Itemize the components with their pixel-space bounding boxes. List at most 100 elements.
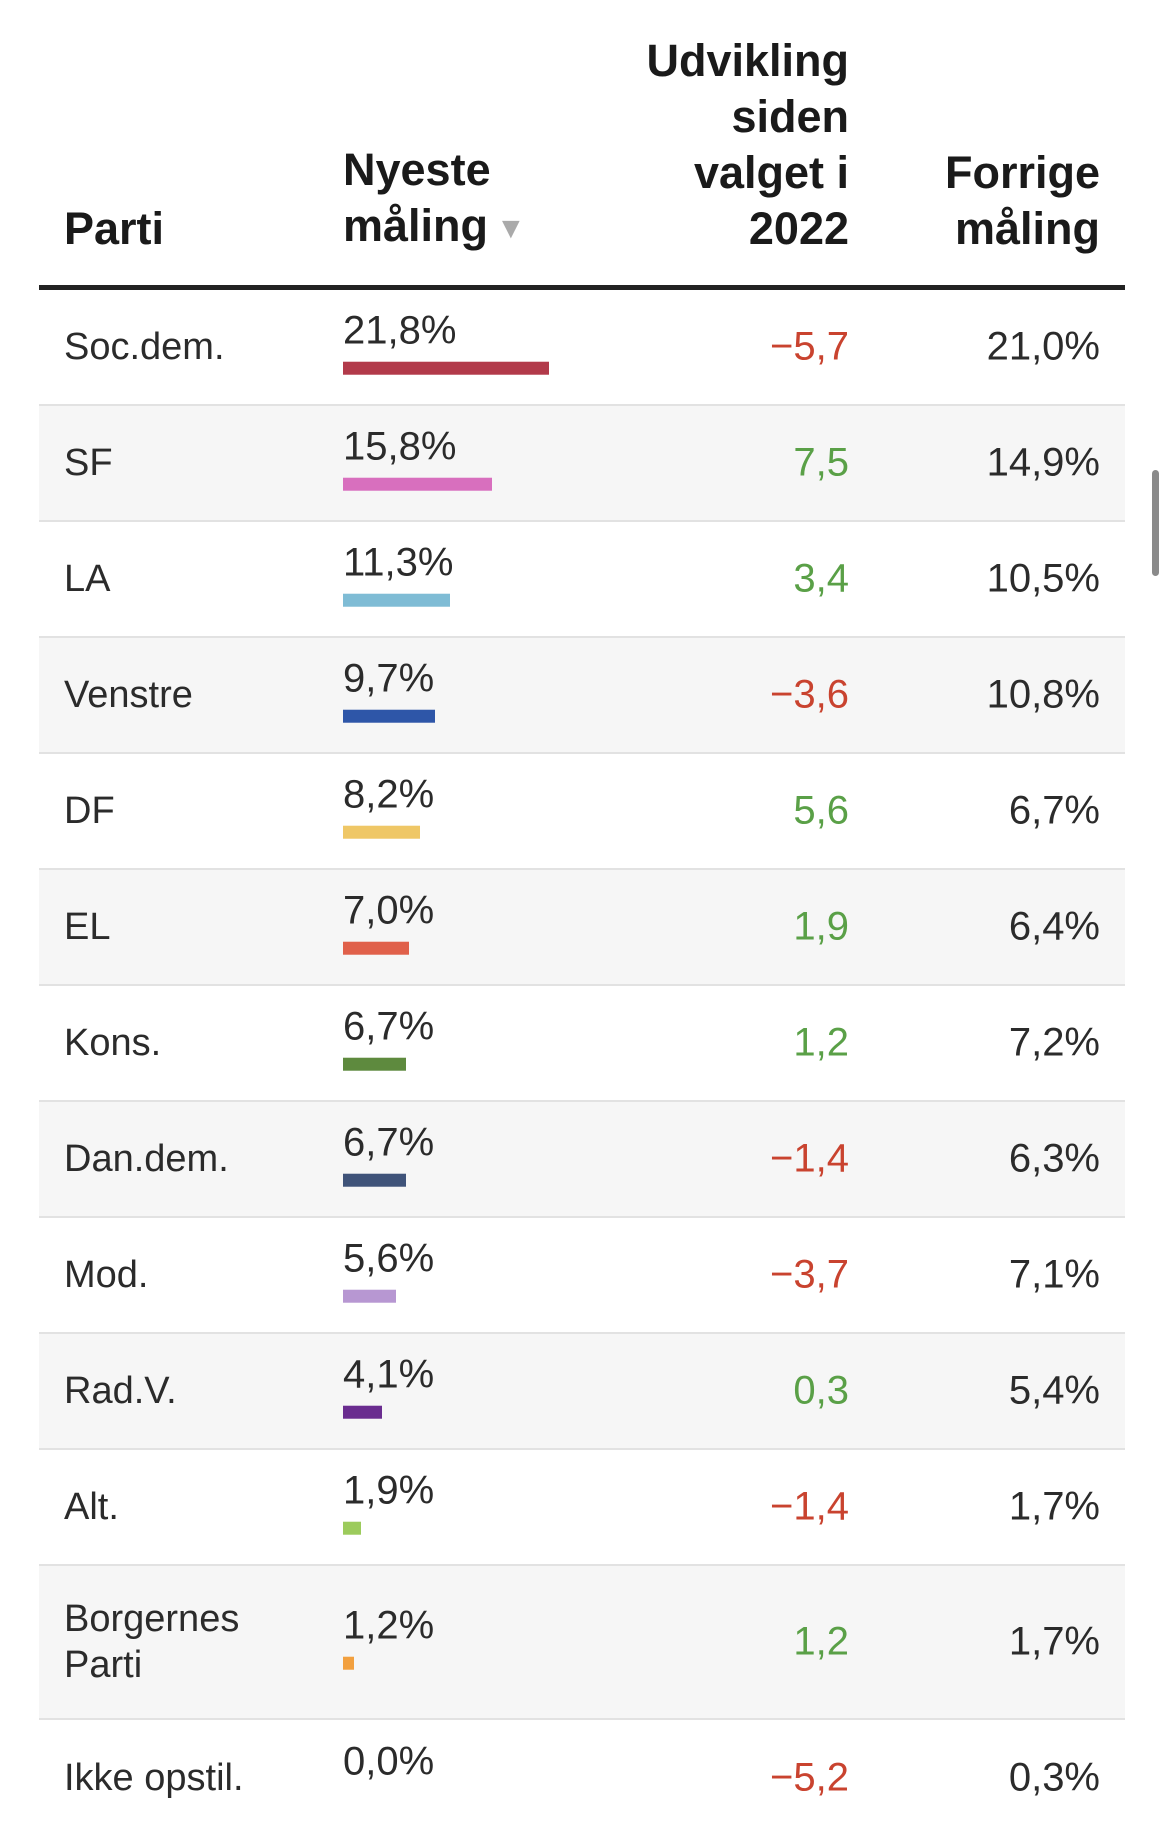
newest-poll-value: 8,2% [343, 772, 435, 817]
change-since-election: 0,3 [793, 1368, 849, 1413]
previous-poll-value: 1,7% [1008, 1619, 1100, 1664]
newest-poll-cell: 4,1% [343, 1353, 434, 1419]
newest-poll-bar [343, 941, 409, 955]
newest-poll-value: 1,9% [343, 1468, 435, 1513]
table-body: Soc.dem. 21,8% −5,7 21,0% SF 15,8% 7,5 14,9% LA 1… [39, 290, 1125, 1836]
table-row: Venstre 9,7% −3,6 10,8% [39, 638, 1125, 754]
previous-poll-value: 0,3% [1008, 1755, 1100, 1800]
table-row: DF 8,2% 5,6 6,7% [39, 754, 1125, 870]
table-row: Kons. 6,7% 1,2 7,2% [39, 986, 1125, 1102]
change-since-election: −3,7 [770, 1252, 849, 1297]
party-name: Rad.V. [64, 1370, 177, 1412]
newest-poll-value: 15,8% [343, 424, 457, 469]
newest-poll-bar [343, 709, 435, 723]
party-name: Mod. [64, 1254, 149, 1296]
table-row: EL 7,0% 1,9 6,4% [39, 870, 1125, 986]
change-since-election: 1,9 [793, 904, 849, 949]
newest-poll-bar [343, 1057, 406, 1071]
poll-table: Parti Nyeste måling ▼ Udvikling siden val… [39, 0, 1125, 1836]
newest-poll-cell: 15,8% [343, 425, 492, 491]
change-since-election: −5,2 [770, 1755, 849, 1800]
newest-poll-cell: 11,3% [343, 541, 453, 607]
party-name: DF [64, 790, 115, 832]
party-name: Alt. [64, 1486, 119, 1528]
table-row: SF 15,8% 7,5 14,9% [39, 406, 1125, 522]
previous-poll-value: 7,2% [1008, 1020, 1100, 1065]
newest-poll-value: 9,7% [343, 656, 435, 701]
newest-poll-bar [343, 361, 549, 375]
newest-poll-cell: 5,6% [343, 1237, 434, 1303]
previous-poll-value: 6,7% [1008, 788, 1100, 833]
previous-poll-value: 21,0% [986, 324, 1100, 369]
change-since-election: 5,6 [793, 788, 849, 833]
newest-poll-value: 5,6% [343, 1236, 435, 1281]
previous-poll-value: 1,7% [1008, 1484, 1100, 1529]
table-row: Borgernes Parti 1,2% 1,2 1,7% [39, 1566, 1125, 1720]
newest-poll-value: 4,1% [343, 1352, 435, 1397]
newest-poll-cell: 7,0% [343, 889, 434, 955]
change-since-election: 7,5 [793, 440, 849, 485]
newest-poll-value: 0,0% [343, 1739, 435, 1784]
newest-poll-cell: 6,7% [343, 1005, 434, 1071]
table-row: Alt. 1,9% −1,4 1,7% [39, 1450, 1125, 1566]
newest-poll-cell: 0,0% [343, 1740, 434, 1806]
newest-poll-value: 6,7% [343, 1120, 435, 1165]
newest-poll-bar [343, 1173, 406, 1187]
table-row: Mod. 5,6% −3,7 7,1% [39, 1218, 1125, 1334]
newest-poll-value: 7,0% [343, 888, 435, 933]
previous-poll-value: 10,8% [986, 672, 1100, 717]
table-row: Ikke opstil. 0,0% −5,2 0,3% [39, 1720, 1125, 1836]
newest-poll-bar [343, 1405, 382, 1419]
newest-poll-value: 21,8% [343, 308, 457, 353]
change-since-election: −3,6 [770, 672, 849, 717]
change-since-election: −5,7 [770, 324, 849, 369]
newest-poll-value: 1,2% [343, 1603, 435, 1648]
column-header-nyeste[interactable]: Nyeste måling ▼ [343, 142, 573, 257]
party-name: SF [64, 442, 113, 484]
newest-poll-bar [343, 1656, 354, 1670]
newest-poll-value: 6,7% [343, 1004, 435, 1049]
newest-poll-cell: 8,2% [343, 773, 434, 839]
previous-poll-value: 7,1% [1008, 1252, 1100, 1297]
column-header-parti[interactable]: Parti [64, 203, 165, 254]
sort-descending-icon: ▼ [496, 212, 526, 245]
newest-poll-cell: 1,9% [343, 1469, 434, 1535]
party-name: Kons. [64, 1022, 162, 1064]
party-name: Borgernes Parti [64, 1598, 240, 1686]
change-since-election: −1,4 [770, 1136, 849, 1181]
previous-poll-value: 6,4% [1008, 904, 1100, 949]
newest-poll-cell: 21,8% [343, 309, 549, 375]
previous-poll-value: 10,5% [986, 556, 1100, 601]
change-since-election: 1,2 [793, 1020, 849, 1065]
party-name: Dan.dem. [64, 1138, 229, 1180]
newest-poll-cell: 9,7% [343, 657, 435, 723]
newest-poll-cell: 6,7% [343, 1121, 434, 1187]
scrollbar[interactable] [1152, 470, 1159, 576]
table-header: Parti Nyeste måling ▼ Udvikling siden val… [39, 0, 1125, 290]
previous-poll-value: 5,4% [1008, 1368, 1100, 1413]
previous-poll-value: 14,9% [986, 440, 1100, 485]
party-name: Soc.dem. [64, 326, 225, 368]
column-header-nyeste-label: Nyeste måling [343, 143, 491, 251]
table-row: Rad.V. 4,1% 0,3 5,4% [39, 1334, 1125, 1450]
newest-poll-bar [343, 825, 420, 839]
change-since-election: 3,4 [793, 556, 849, 601]
previous-poll-value: 6,3% [1008, 1136, 1100, 1181]
column-header-udvikling[interactable]: Udvikling siden valget i 2022 [646, 35, 849, 254]
newest-poll-cell: 1,2% [343, 1604, 434, 1670]
party-name: LA [64, 558, 111, 600]
table-row: Soc.dem. 21,8% −5,7 21,0% [39, 290, 1125, 406]
newest-poll-bar [343, 477, 492, 491]
newest-poll-value: 11,3% [343, 540, 454, 585]
newest-poll-bar [343, 1289, 396, 1303]
newest-poll-bar [343, 1521, 361, 1535]
table-row: LA 11,3% 3,4 10,5% [39, 522, 1125, 638]
party-name: Ikke opstil. [64, 1757, 244, 1799]
party-name: EL [64, 906, 111, 948]
table-row: Dan.dem. 6,7% −1,4 6,3% [39, 1102, 1125, 1218]
party-name: Venstre [64, 674, 193, 716]
column-header-forrige[interactable]: Forrige måling [944, 147, 1100, 254]
change-since-election: −1,4 [770, 1484, 849, 1529]
change-since-election: 1,2 [793, 1619, 849, 1664]
newest-poll-bar [343, 593, 450, 607]
